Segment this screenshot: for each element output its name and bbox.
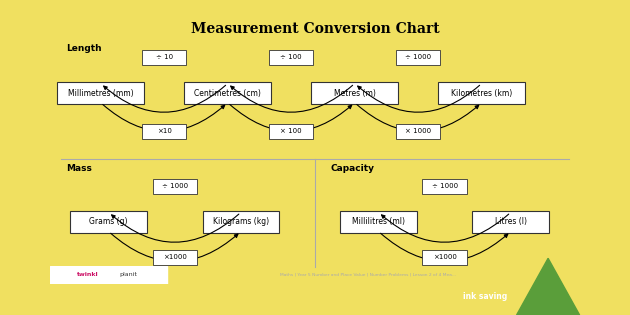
FancyBboxPatch shape [423, 179, 467, 194]
FancyBboxPatch shape [184, 82, 272, 104]
FancyBboxPatch shape [396, 50, 440, 65]
Text: Metres (m): Metres (m) [334, 89, 375, 98]
Text: twinkl: twinkl [77, 272, 98, 277]
Text: Centimetres (cm): Centimetres (cm) [194, 89, 261, 98]
FancyBboxPatch shape [396, 124, 440, 139]
Text: Measurement Conversion Chart: Measurement Conversion Chart [191, 22, 439, 36]
Text: Mass: Mass [66, 164, 92, 173]
Bar [50, 266, 167, 284]
FancyBboxPatch shape [142, 124, 186, 139]
Text: ÷ 1000: ÷ 1000 [162, 183, 188, 189]
FancyBboxPatch shape [142, 50, 186, 65]
Text: × 100: × 100 [280, 129, 302, 135]
FancyBboxPatch shape [152, 179, 197, 194]
Text: Eco: Eco [533, 289, 563, 304]
Text: planit: planit [119, 272, 137, 277]
FancyBboxPatch shape [340, 211, 417, 233]
Text: ÷ 100: ÷ 100 [280, 54, 302, 60]
FancyBboxPatch shape [438, 82, 525, 104]
Text: ÷ 10: ÷ 10 [156, 54, 173, 60]
Text: Capacity: Capacity [331, 164, 375, 173]
Text: Length: Length [66, 44, 102, 53]
Text: Millilitres (ml): Millilitres (ml) [352, 217, 405, 226]
Text: Kilograms (kg): Kilograms (kg) [213, 217, 269, 226]
FancyBboxPatch shape [472, 211, 549, 233]
Text: ÷ 1000: ÷ 1000 [432, 183, 458, 189]
Text: Grams (g): Grams (g) [89, 217, 128, 226]
Text: ×10: ×10 [157, 129, 171, 135]
FancyBboxPatch shape [269, 124, 313, 139]
Text: ×1000: ×1000 [433, 255, 457, 261]
FancyBboxPatch shape [152, 250, 197, 265]
FancyBboxPatch shape [423, 250, 467, 265]
Text: Millimetres (mm): Millimetres (mm) [68, 89, 134, 98]
FancyBboxPatch shape [311, 82, 398, 104]
FancyBboxPatch shape [57, 82, 144, 104]
FancyBboxPatch shape [202, 211, 279, 233]
FancyBboxPatch shape [269, 50, 313, 65]
Text: Kilometres (km): Kilometres (km) [451, 89, 512, 98]
Text: ÷ 1000: ÷ 1000 [405, 54, 432, 60]
Text: Litres (l): Litres (l) [495, 217, 527, 226]
Text: × 1000: × 1000 [405, 129, 432, 135]
Text: ink saving: ink saving [463, 292, 508, 301]
Text: Maths | Year 5 Number and Place Value | Number Problems | Lesson 2 of 4 Mea...: Maths | Year 5 Number and Place Value | … [280, 273, 456, 277]
FancyBboxPatch shape [70, 211, 147, 233]
Text: ×1000: ×1000 [163, 255, 186, 261]
